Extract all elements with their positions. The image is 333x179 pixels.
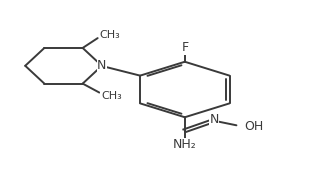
Text: N: N [97,59,107,72]
Text: N: N [209,113,219,126]
Text: CH₃: CH₃ [99,30,120,40]
Text: F: F [181,41,188,54]
Text: OH: OH [244,120,263,133]
Text: NH₂: NH₂ [173,139,197,151]
Text: CH₃: CH₃ [101,91,122,101]
